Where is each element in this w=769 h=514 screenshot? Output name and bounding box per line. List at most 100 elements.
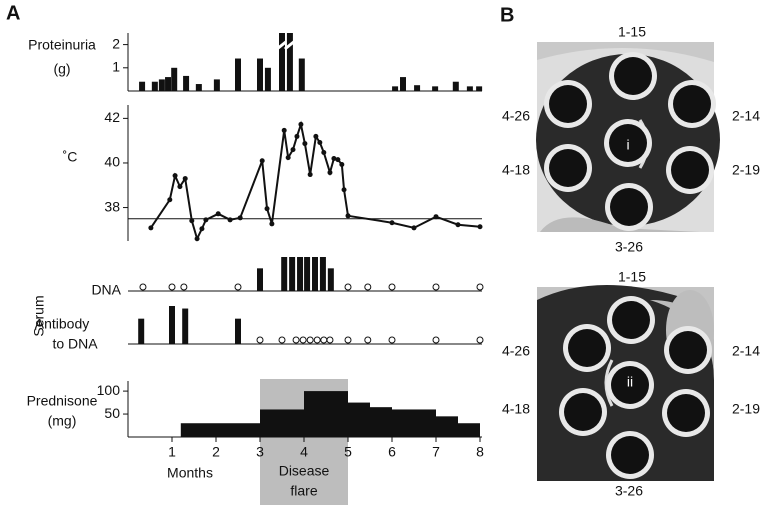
y-axis-label: ˚C bbox=[63, 149, 78, 165]
well bbox=[612, 301, 650, 339]
y-tick-label: 2 bbox=[112, 35, 120, 51]
bar bbox=[183, 75, 190, 91]
bar bbox=[400, 77, 406, 91]
point bbox=[215, 211, 221, 217]
negative-marker bbox=[234, 283, 242, 291]
plate-label: ii bbox=[627, 374, 633, 390]
bar bbox=[169, 306, 175, 344]
well bbox=[610, 188, 648, 226]
x-tick-label: 4 bbox=[300, 444, 308, 460]
point bbox=[307, 172, 313, 178]
plate-label: 4-26 bbox=[502, 343, 530, 359]
point bbox=[227, 217, 233, 223]
plate-label: i bbox=[626, 137, 629, 153]
bar bbox=[304, 257, 311, 291]
panel-label: B bbox=[500, 4, 514, 26]
well bbox=[671, 151, 709, 189]
x-tick-label: 5 bbox=[344, 444, 352, 460]
bar bbox=[327, 268, 334, 291]
negative-marker bbox=[180, 283, 188, 291]
point bbox=[194, 236, 200, 242]
bar bbox=[298, 58, 305, 91]
plate-label: 2-14 bbox=[732, 108, 760, 124]
point bbox=[331, 156, 337, 162]
point bbox=[345, 213, 351, 219]
negative-marker bbox=[292, 336, 300, 344]
negative-marker bbox=[306, 336, 314, 344]
point bbox=[264, 206, 270, 212]
point bbox=[327, 170, 333, 176]
bar bbox=[452, 81, 459, 91]
point bbox=[302, 141, 308, 147]
step bbox=[348, 402, 370, 437]
group-label: Serum bbox=[31, 295, 47, 336]
negative-marker bbox=[432, 283, 440, 291]
negative-marker bbox=[476, 283, 484, 291]
bar bbox=[213, 79, 220, 91]
point bbox=[203, 217, 209, 223]
point bbox=[259, 158, 265, 164]
plate-label: 2-19 bbox=[732, 162, 760, 178]
axis-break bbox=[283, 39, 296, 51]
y-axis-unit: (mg) bbox=[48, 413, 77, 429]
negative-marker bbox=[388, 336, 396, 344]
plate-label: 4-18 bbox=[502, 401, 530, 417]
x-tick-label: 2 bbox=[212, 444, 220, 460]
negative-marker bbox=[168, 283, 176, 291]
x-tick-label: 7 bbox=[432, 444, 440, 460]
well bbox=[611, 366, 649, 404]
point bbox=[389, 220, 395, 226]
bar bbox=[289, 257, 296, 291]
well bbox=[673, 85, 711, 123]
x-tick-label: 3 bbox=[256, 444, 264, 460]
plate-image bbox=[536, 42, 720, 232]
bar bbox=[286, 33, 293, 91]
negative-marker bbox=[139, 283, 147, 291]
point bbox=[317, 139, 323, 145]
point bbox=[298, 121, 304, 127]
negative-marker bbox=[299, 336, 307, 344]
bar bbox=[319, 257, 326, 291]
negative-marker bbox=[432, 336, 440, 344]
point bbox=[294, 133, 300, 139]
point bbox=[199, 226, 205, 232]
negative-marker bbox=[313, 336, 321, 344]
bar bbox=[312, 257, 318, 291]
bar bbox=[392, 86, 399, 91]
point bbox=[237, 215, 243, 221]
y-axis-label: DNA bbox=[91, 282, 121, 298]
bar bbox=[297, 257, 304, 291]
y-axis-unit: (g) bbox=[53, 61, 70, 77]
well bbox=[614, 57, 652, 95]
well bbox=[609, 124, 647, 162]
well bbox=[568, 329, 606, 367]
bar bbox=[195, 84, 202, 91]
plate-label: 2-19 bbox=[732, 401, 760, 417]
well bbox=[549, 85, 587, 123]
bar bbox=[466, 86, 473, 91]
bar bbox=[279, 33, 285, 91]
bar bbox=[264, 67, 271, 91]
point bbox=[433, 214, 439, 220]
point bbox=[321, 149, 327, 155]
step bbox=[458, 423, 480, 437]
plate-label: 3-26 bbox=[615, 483, 643, 499]
x-tick-label: 8 bbox=[476, 444, 484, 460]
plate-label: 2-14 bbox=[732, 343, 760, 359]
well bbox=[549, 149, 587, 187]
plate-label: 4-26 bbox=[502, 108, 530, 124]
y-tick-label: 100 bbox=[97, 382, 121, 398]
bar bbox=[171, 67, 178, 91]
bar bbox=[235, 318, 241, 344]
bar bbox=[235, 58, 241, 91]
negative-marker bbox=[344, 336, 352, 344]
bar bbox=[257, 268, 263, 291]
shade-label: flare bbox=[290, 483, 317, 499]
negative-marker bbox=[364, 336, 372, 344]
bar bbox=[139, 81, 146, 91]
y-axis-label: Antibody bbox=[35, 316, 89, 332]
point bbox=[177, 184, 183, 190]
shade-label: Disease bbox=[279, 463, 330, 479]
point bbox=[477, 224, 483, 230]
